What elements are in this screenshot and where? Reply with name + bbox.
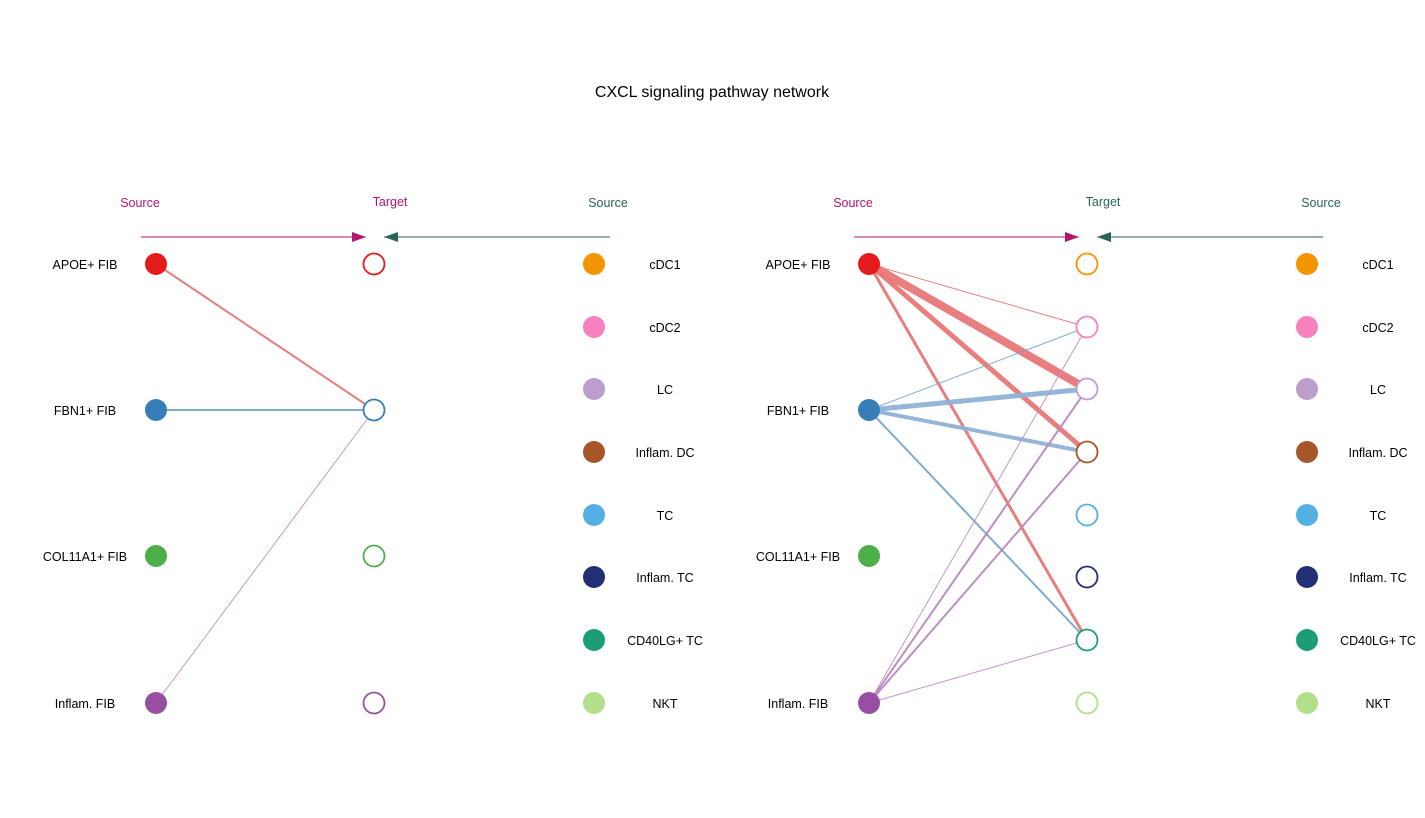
edge [868, 639, 1088, 704]
source-node [858, 399, 880, 421]
source-node [145, 692, 167, 714]
right-source-node [1296, 378, 1318, 400]
target-arrow-head [384, 232, 398, 242]
right-source-node [1296, 253, 1318, 275]
edge [867, 260, 1089, 393]
right-source-node [1296, 566, 1318, 588]
panel-header: Source [1301, 196, 1341, 210]
right-source-label: cDC1 [649, 258, 680, 272]
right-source-node [1296, 692, 1318, 714]
target-node [1075, 691, 1099, 715]
right-source-node [583, 253, 605, 275]
edge [868, 263, 1088, 328]
right-source-label: cDC2 [649, 321, 680, 335]
target-node [1075, 440, 1099, 464]
right-source-node [583, 566, 605, 588]
right-source-node [583, 378, 605, 400]
right-source-node [1296, 504, 1318, 526]
source-arrow-head [1065, 232, 1079, 242]
edge [867, 263, 1089, 641]
target-node [362, 691, 386, 715]
right-source-label: LC [1370, 383, 1386, 397]
right-source-label: cDC2 [1362, 321, 1393, 335]
target-node [362, 252, 386, 276]
edge [868, 386, 1088, 413]
target-node [362, 544, 386, 568]
right-source-label: TC [657, 509, 674, 523]
source-label: APOE+ FIB [766, 258, 831, 272]
right-source-label: LC [657, 383, 673, 397]
right-source-label: CD40LG+ TC [627, 634, 703, 648]
right-source-node [583, 692, 605, 714]
source-node [145, 253, 167, 275]
panel-header: Source [120, 196, 160, 210]
right-source-label: NKT [1366, 697, 1391, 711]
panel-header: Source [588, 196, 628, 210]
source-label: Inflam. FIB [55, 697, 115, 711]
right-source-label: cDC1 [1362, 258, 1393, 272]
edge [155, 409, 375, 704]
source-node [145, 399, 167, 421]
edge [868, 451, 1088, 704]
edge [868, 408, 1088, 454]
right-source-node [583, 441, 605, 463]
right-source-label: Inflam. TC [636, 571, 693, 585]
panel-header: Target [1086, 195, 1121, 209]
source-label: COL11A1+ FIB [43, 550, 127, 564]
panel-header: Target [373, 195, 408, 209]
right-source-label: Inflam. DC [1348, 446, 1407, 460]
target-node [1075, 252, 1099, 276]
source-node [145, 545, 167, 567]
right-source-label: Inflam. DC [635, 446, 694, 460]
source-node [858, 545, 880, 567]
target-node [1075, 503, 1099, 527]
right-source-node [1296, 441, 1318, 463]
right-source-label: NKT [653, 697, 678, 711]
edge [868, 326, 1088, 704]
right-source-node [583, 629, 605, 651]
edge [868, 326, 1088, 411]
edge [155, 263, 375, 411]
panel-header: Source [833, 196, 873, 210]
source-label: COL11A1+ FIB [756, 550, 840, 564]
right-source-label: Inflam. TC [1349, 571, 1406, 585]
figure-title: CXCL signaling pathway network [595, 84, 830, 101]
edge [868, 388, 1088, 704]
target-node [1075, 377, 1099, 401]
target-node [1075, 628, 1099, 652]
source-label: FBN1+ FIB [54, 404, 116, 418]
source-arrow-head [352, 232, 366, 242]
right-source-node [583, 504, 605, 526]
source-node [858, 253, 880, 275]
right-source-label: TC [1370, 509, 1387, 523]
right-source-node [583, 316, 605, 338]
right-source-node [1296, 629, 1318, 651]
edge [867, 262, 1089, 454]
source-node [858, 692, 880, 714]
source-label: APOE+ FIB [53, 258, 118, 272]
edge [868, 409, 1088, 641]
source-label: FBN1+ FIB [767, 404, 829, 418]
target-node [1075, 315, 1099, 339]
target-node [1075, 565, 1099, 589]
right-source-label: CD40LG+ TC [1340, 634, 1416, 648]
right-source-node [1296, 316, 1318, 338]
target-arrow-head [1097, 232, 1111, 242]
target-node [362, 398, 386, 422]
source-label: Inflam. FIB [768, 697, 828, 711]
